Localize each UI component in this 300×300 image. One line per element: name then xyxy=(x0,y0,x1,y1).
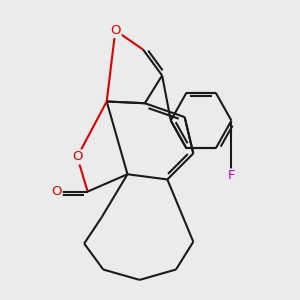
Text: O: O xyxy=(110,24,121,37)
Text: O: O xyxy=(51,185,62,198)
Text: O: O xyxy=(72,150,83,164)
Text: F: F xyxy=(228,169,235,182)
